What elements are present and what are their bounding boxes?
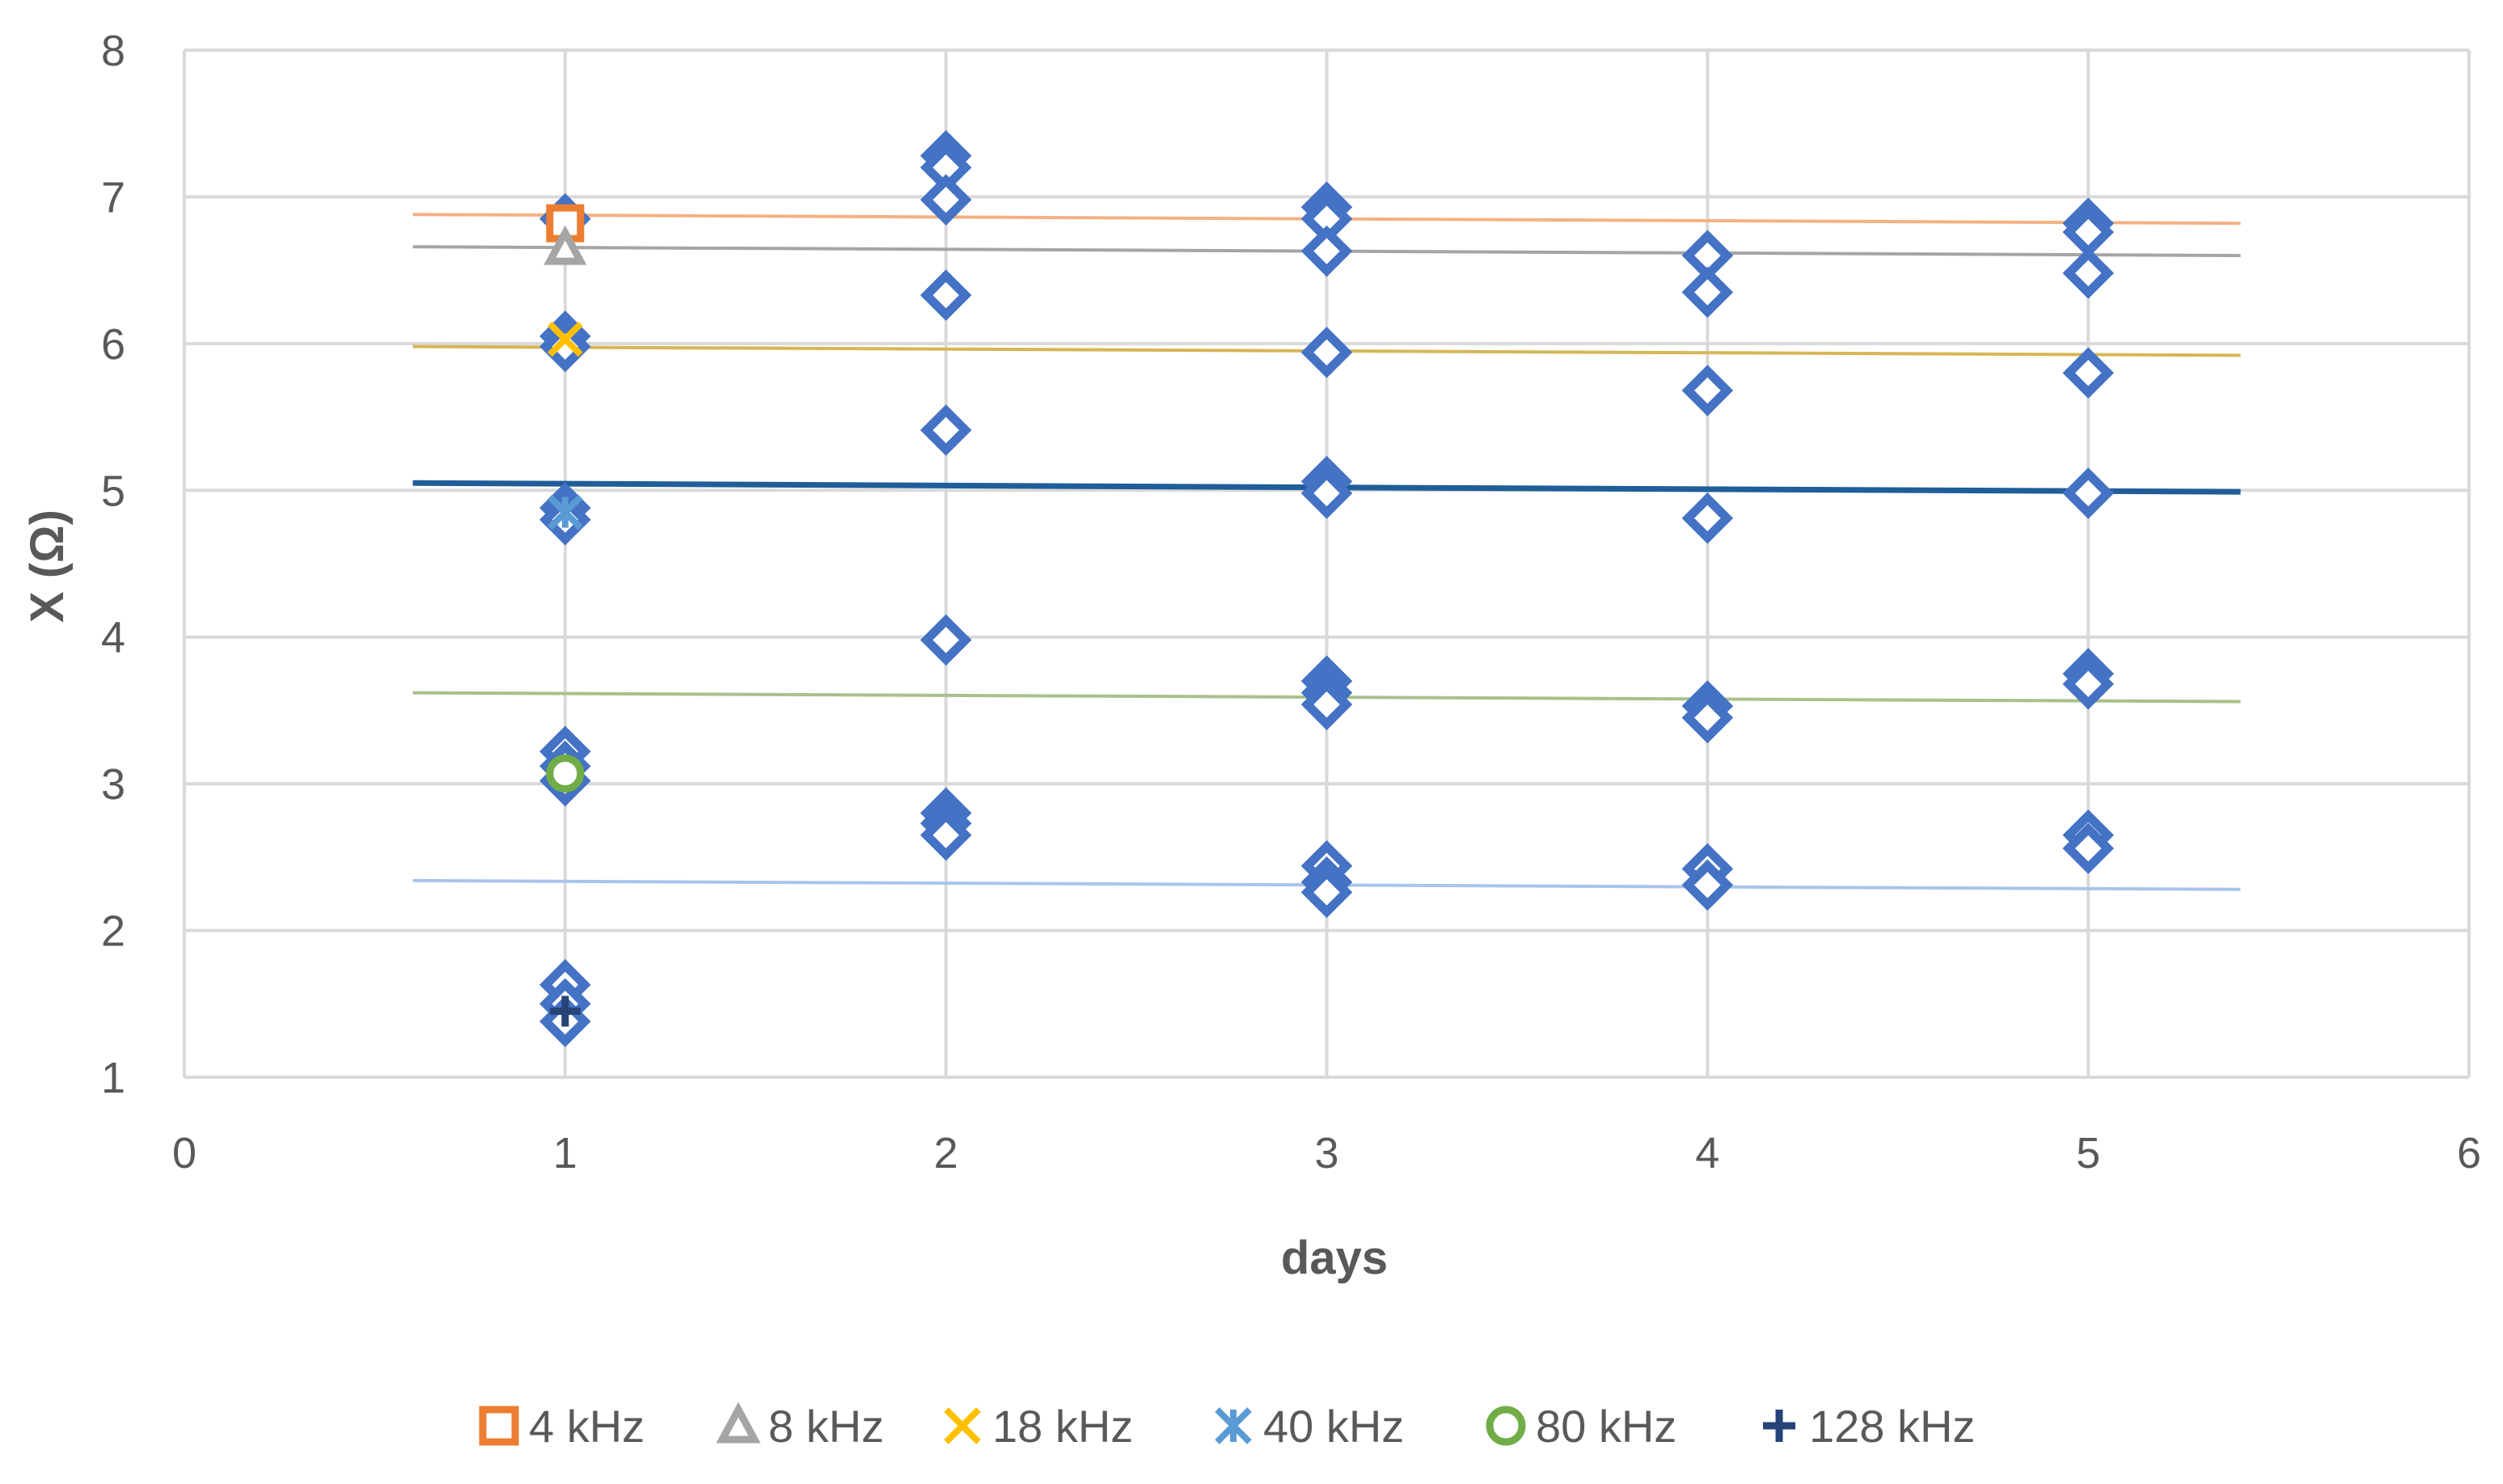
legend: 4 kHz 8 kHz 18 kHz 40 kHz 80 kHz 128 kHz (479, 1401, 1975, 1452)
x-tick-label: 0 (172, 1129, 197, 1177)
x-axis-title: days (1281, 1232, 1388, 1284)
legend-item: 40 kHz (1215, 1401, 1404, 1452)
y-tick-label: 8 (101, 27, 125, 75)
diamond-point (2062, 347, 2114, 399)
legend-label: 8 kHz (768, 1401, 884, 1452)
legend-marker (944, 1407, 981, 1444)
diamond-point (2062, 822, 2114, 874)
x-tick-label: 1 (553, 1129, 577, 1177)
diamond-point (920, 809, 972, 861)
diamond-point (1681, 859, 1734, 911)
x-tick-label: 5 (2076, 1129, 2100, 1177)
diamond-point (539, 320, 591, 373)
diamond-point (1300, 326, 1353, 378)
series-marker (546, 754, 585, 793)
y-axis-title: X (Ω) (21, 509, 74, 623)
legend-marker (1763, 1410, 1795, 1442)
x-tick-label: 2 (934, 1129, 958, 1177)
x-tick-label: 4 (1695, 1129, 1719, 1177)
series-marker (549, 996, 581, 1027)
y-tick-label: 3 (101, 760, 125, 809)
diamond-point (920, 269, 972, 321)
series-marker (543, 225, 587, 265)
legend-label: 80 kHz (1536, 1401, 1676, 1452)
series-marker (548, 494, 583, 531)
legend-label: 40 kHz (1263, 1401, 1404, 1452)
diamond-point (1300, 679, 1353, 730)
diamond-point (2062, 247, 2114, 299)
diamond-point (920, 404, 972, 456)
y-tick-label: 7 (101, 173, 125, 222)
diamond-point (2062, 467, 2114, 519)
legend-item: 128 kHz (1763, 1401, 1975, 1452)
diamond-point (2062, 657, 2114, 710)
legend-marker (479, 1406, 519, 1446)
diamond-point (1300, 467, 1353, 519)
legend-marker (1215, 1407, 1252, 1444)
legend-item: 4 kHz (479, 1401, 645, 1452)
y-tick-label: 6 (101, 320, 125, 369)
diamond-point (1681, 691, 1734, 744)
diamond-point (920, 614, 972, 666)
diamond-point (1681, 365, 1734, 416)
legend-item: 18 kHz (944, 1401, 1133, 1452)
diamond-point (1681, 492, 1734, 544)
series-markers (543, 204, 587, 1027)
diamond-point (1300, 225, 1353, 277)
legend-label: 18 kHz (992, 1401, 1133, 1452)
x-tick-label: 3 (1314, 1129, 1338, 1177)
legend-item: 8 kHz (716, 1401, 884, 1452)
legend-item: 80 kHz (1486, 1401, 1676, 1452)
diamond-point (1681, 266, 1734, 319)
y-tick-label: 5 (101, 467, 125, 515)
legend-label: 4 kHz (529, 1401, 645, 1452)
x-tick-label: 6 (2457, 1129, 2481, 1177)
diamond-point (1300, 866, 1353, 919)
series-marker (548, 321, 583, 357)
legend-label: 128 kHz (1809, 1401, 1975, 1452)
diamond-point (920, 174, 972, 226)
y-tick-label: 1 (101, 1054, 125, 1102)
y-tick-label: 2 (101, 907, 125, 956)
legend-marker (1486, 1406, 1526, 1446)
legend-marker (716, 1402, 761, 1444)
y-tick-label: 4 (101, 614, 125, 662)
